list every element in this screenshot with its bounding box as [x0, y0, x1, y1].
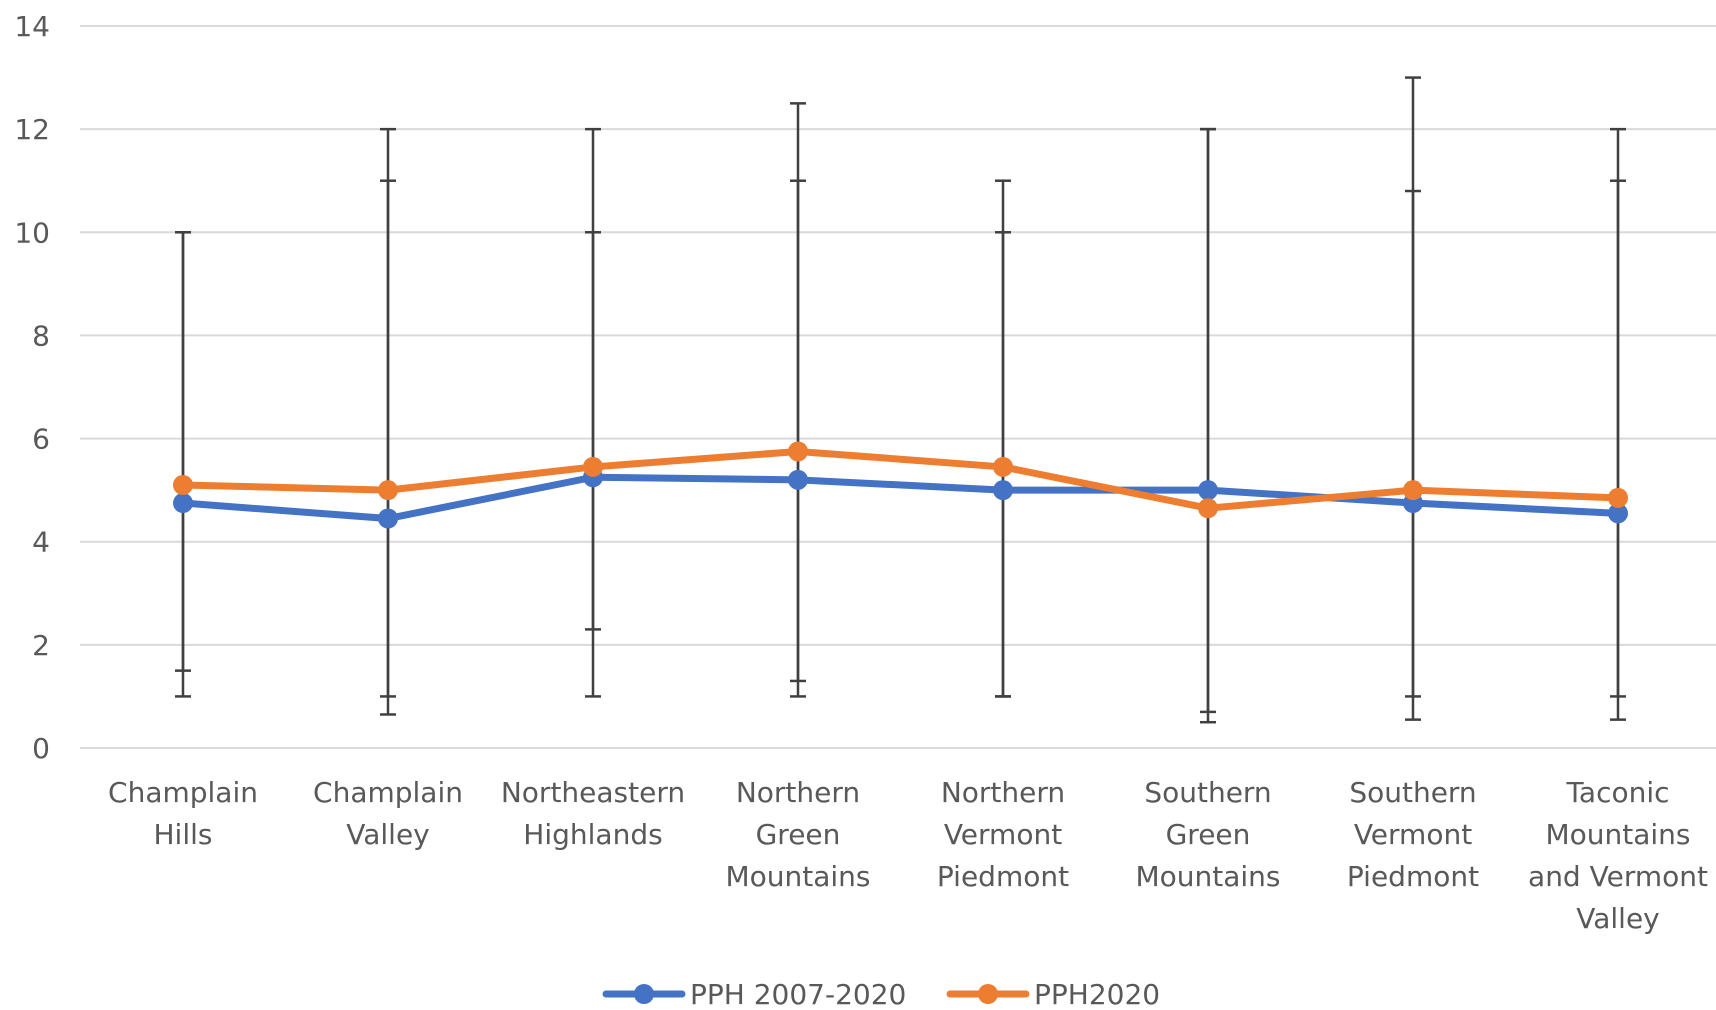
legend-label: PPH 2007-2020 [690, 978, 906, 1010]
y-tick-label-14: 14 [14, 10, 50, 43]
x-category-label-line: Green [1166, 818, 1251, 851]
x-category-label-line: Vermont [944, 818, 1062, 851]
x-category-label-line: Valley [346, 818, 430, 851]
series-point [583, 456, 603, 477]
x-category-label: Northern Vermont Piedmont [937, 776, 1069, 893]
x-category-label: Southern Green Mountains [1135, 776, 1280, 893]
x-category-label-line: Northern [736, 776, 860, 809]
legend-entry-1: PPH2020 [946, 978, 1160, 1010]
series-point [993, 480, 1013, 501]
y-tick-label-2: 2 [32, 629, 50, 662]
y-tick-label-6: 6 [32, 423, 50, 456]
x-category-label-line: Northeastern [501, 776, 685, 809]
x-category-label-line: Champlain [108, 776, 258, 809]
error-bars [175, 76, 1626, 724]
x-category-label-line: Mountains [1135, 860, 1280, 893]
x-category-label-line: Champlain [313, 776, 463, 809]
x-category-label: Champlain Valley [313, 776, 463, 851]
x-category-label-line: and Vermont [1528, 860, 1708, 893]
x-category-label-line: Taconic [1565, 776, 1669, 809]
x-category-label: Southern Vermont Piedmont [1347, 776, 1479, 893]
x-category-label: Northern Green Mountains [725, 776, 870, 893]
x-category-label-line: Southern [1349, 776, 1476, 809]
y-axis-tick-labels: 0 2 4 6 8 10 12 14 [14, 10, 50, 765]
x-category-label: Taconic Mountains and Vermont Valley [1528, 776, 1708, 935]
series-point [1608, 503, 1628, 524]
y-tick-label-10: 10 [14, 216, 50, 249]
series-point [378, 480, 398, 501]
x-category-label: Champlain Hills [108, 776, 258, 851]
legend-marker [978, 984, 998, 1004]
series-point [378, 508, 398, 529]
x-category-label-line: Piedmont [1347, 860, 1479, 893]
legend-marker [634, 984, 654, 1004]
error-bar [380, 127, 396, 716]
y-tick-label-12: 12 [14, 113, 50, 146]
x-axis-category-labels: Champlain Hills Champlain Valley Northeaster… [108, 776, 1708, 935]
error-bar [995, 179, 1011, 698]
x-category-label-line: Hills [154, 818, 213, 851]
series-point [788, 469, 808, 490]
error-bar [175, 231, 191, 698]
x-category-label-line: Mountains [1545, 818, 1690, 851]
series-point [788, 441, 808, 462]
x-category-label-line: Mountains [725, 860, 870, 893]
series-point [993, 456, 1013, 477]
legend-label: PPH2020 [1034, 978, 1160, 1010]
error-bar [1610, 127, 1626, 721]
series-point [1608, 487, 1628, 508]
x-category-label-line: Vermont [1354, 818, 1472, 851]
series-point [1198, 498, 1218, 519]
legend-entry-0: PPH 2007-2020 [602, 978, 906, 1010]
y-tick-label-0: 0 [32, 732, 50, 765]
x-category-label-line: Highlands [523, 818, 662, 851]
series-line-0 [179, 473, 1622, 523]
series-point [1198, 480, 1218, 501]
x-category-label-line: Northern [941, 776, 1065, 809]
error-bar [1405, 76, 1421, 721]
y-tick-label-8: 8 [32, 319, 50, 352]
x-category-label-line: Valley [1576, 902, 1660, 935]
error-bar [585, 127, 601, 698]
x-category-label-line: Southern [1144, 776, 1271, 809]
series-lines [173, 441, 1628, 529]
x-category-label-line: Green [756, 818, 841, 851]
legend: PPH 2007-2020 PPH2020 [602, 978, 1160, 1010]
series-point [1403, 480, 1423, 501]
y-tick-label-4: 4 [32, 526, 50, 559]
gridlines [80, 25, 1716, 749]
series-point [173, 493, 193, 514]
series-point [173, 474, 193, 495]
x-category-label: Northeastern Highlands [501, 776, 685, 851]
x-category-label-line: Piedmont [937, 860, 1069, 893]
error-bar [790, 102, 806, 698]
error-bar [1200, 127, 1216, 724]
series-line-1 [179, 447, 1622, 512]
